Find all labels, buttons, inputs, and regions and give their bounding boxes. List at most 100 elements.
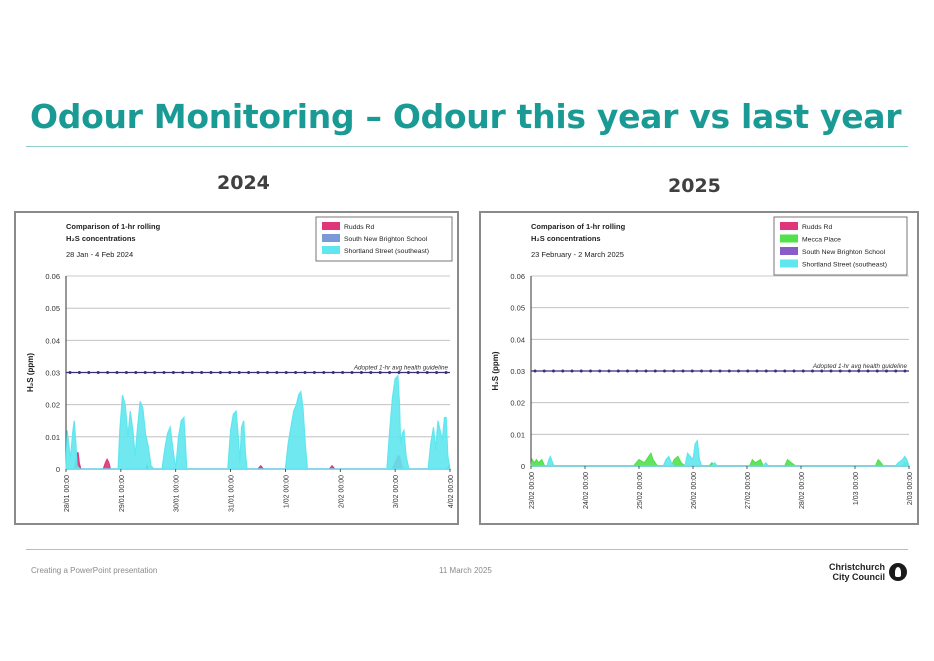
guideline-marker bbox=[416, 371, 420, 374]
guideline-marker bbox=[303, 371, 307, 374]
x-tick-label: 2/02 00:00 bbox=[338, 475, 345, 508]
guideline-marker bbox=[875, 369, 879, 373]
guideline-marker bbox=[690, 369, 694, 373]
guideline-marker bbox=[134, 371, 138, 374]
guideline-marker bbox=[397, 371, 401, 374]
guideline-marker bbox=[256, 371, 260, 374]
guideline-marker bbox=[162, 371, 166, 374]
guideline-marker bbox=[96, 371, 100, 374]
x-tick-label: 24/02 00:00 bbox=[583, 472, 590, 509]
series-area bbox=[530, 451, 911, 467]
legend-label: Shortland Street (southeast) bbox=[344, 248, 429, 255]
guideline-label: Adopted 1-hr avg health guideline bbox=[353, 365, 449, 372]
chart-2025: 0 0.01 0.02 0.03 0.04 0.05 0.06 Adopted 1-hr av… bbox=[479, 211, 919, 525]
guideline-marker bbox=[718, 369, 722, 373]
guideline-marker bbox=[737, 369, 740, 373]
guideline-marker bbox=[903, 369, 907, 373]
guideline-marker bbox=[406, 371, 410, 374]
guideline-marker bbox=[792, 369, 796, 373]
x-tick-label: 31/01 00:00 bbox=[229, 475, 236, 512]
guideline-marker bbox=[866, 369, 870, 373]
guideline-marker bbox=[115, 371, 119, 374]
guideline-label: Adopted 1-hr avg health guideline bbox=[812, 363, 908, 370]
guideline-marker bbox=[801, 369, 805, 373]
x-tick-label: 23/02 00:00 bbox=[529, 472, 536, 509]
logo-text-line2: City Council bbox=[832, 572, 885, 582]
guideline-marker bbox=[561, 369, 565, 373]
legend-label: Shortland Street (southeast) bbox=[802, 262, 887, 269]
legend-label: Rudds Rd bbox=[344, 224, 374, 231]
guideline-marker bbox=[783, 369, 787, 373]
guideline-marker bbox=[709, 369, 713, 373]
council-logo: Christchurch City Council bbox=[829, 562, 907, 582]
guideline-marker bbox=[644, 369, 648, 373]
guideline-marker bbox=[77, 371, 81, 374]
guideline-marker bbox=[200, 371, 204, 374]
guideline-marker bbox=[681, 369, 685, 373]
guideline-marker bbox=[425, 371, 429, 374]
legend-swatch bbox=[780, 247, 798, 255]
logo-emblem-icon bbox=[889, 563, 907, 581]
y-tick-label: 0.02 bbox=[45, 401, 60, 410]
guideline-marker bbox=[181, 371, 185, 374]
guideline-marker bbox=[579, 369, 583, 373]
y-tick-label: 0.01 bbox=[510, 430, 525, 439]
guideline-marker bbox=[68, 371, 72, 374]
guideline-marker bbox=[369, 371, 373, 374]
guideline-marker bbox=[237, 371, 241, 374]
guideline-marker bbox=[626, 369, 629, 373]
chart-title-line2: H₂S concentrations bbox=[66, 234, 136, 243]
x-tick-label: 3/02 00:00 bbox=[393, 475, 400, 508]
guideline-marker bbox=[764, 369, 768, 373]
guideline-marker bbox=[857, 369, 861, 373]
chart-2024-svg: 0 0.01 0.02 0.03 0.04 0.05 0.06 Adopted 1-hr av… bbox=[26, 216, 455, 512]
slide-title: Odour Monitoring – Odour this year vs la… bbox=[30, 97, 902, 136]
guideline-marker bbox=[542, 369, 546, 373]
footer-date: 11 March 2025 bbox=[439, 566, 492, 575]
logo-text-line1: Christchurch bbox=[828, 562, 885, 572]
chart-2025-svg: 0 0.01 0.02 0.03 0.04 0.05 0.06 Adopted 1-hr av… bbox=[491, 216, 914, 509]
guideline-marker bbox=[653, 369, 657, 373]
y-tick-label: 0.06 bbox=[45, 272, 60, 281]
x-tick-label: 28/01 00:00 bbox=[64, 475, 71, 512]
guideline-marker bbox=[848, 369, 851, 373]
year-label-left: 2024 bbox=[217, 172, 270, 194]
y-tick-label: 0.03 bbox=[45, 369, 60, 378]
guideline-marker bbox=[171, 371, 175, 374]
guideline-marker bbox=[284, 371, 288, 374]
y-axis-label: H₂S (ppm) bbox=[491, 351, 500, 390]
guideline-marker bbox=[378, 371, 382, 374]
legend-swatch bbox=[322, 246, 340, 254]
legend-label: Mecca Place bbox=[802, 237, 841, 244]
guideline-marker bbox=[598, 369, 602, 373]
x-tick-label: 27/02 00:00 bbox=[745, 472, 752, 509]
guideline-marker bbox=[87, 371, 91, 374]
year-label-right: 2025 bbox=[668, 175, 721, 197]
title-divider bbox=[26, 146, 908, 147]
chart-title-line1: Comparison of 1-hr rolling bbox=[66, 222, 161, 231]
guideline-marker bbox=[106, 371, 110, 374]
y-tick-label: 0.05 bbox=[510, 304, 525, 313]
y-axis-label: H₂S (ppm) bbox=[26, 353, 35, 392]
guideline-marker bbox=[341, 371, 345, 374]
guideline-marker bbox=[444, 371, 448, 374]
y-tick-label: 0.01 bbox=[45, 433, 60, 442]
y-tick-label: 0.05 bbox=[45, 304, 60, 313]
y-tick-label: 0.04 bbox=[510, 335, 525, 344]
chart-subtitle: 23 February - 2 March 2025 bbox=[531, 250, 624, 259]
legend-label: South New Brighton School bbox=[344, 236, 428, 243]
guideline-marker bbox=[294, 371, 298, 374]
guideline-marker bbox=[607, 369, 611, 373]
guideline-marker bbox=[894, 369, 898, 373]
chart-title-line1: Comparison of 1-hr rolling bbox=[531, 222, 626, 231]
legend-label: Rudds Rd bbox=[802, 224, 832, 231]
guideline-marker bbox=[435, 371, 439, 374]
guideline-marker bbox=[635, 369, 639, 373]
x-tick-label: 25/02 00:00 bbox=[637, 472, 644, 509]
guideline-marker bbox=[838, 369, 842, 373]
guideline-marker bbox=[552, 369, 555, 373]
x-tick-label: 26/02 00:00 bbox=[691, 472, 698, 509]
guideline-marker bbox=[885, 369, 888, 373]
y-tick-label: 0 bbox=[56, 465, 60, 474]
guideline-marker bbox=[746, 369, 750, 373]
